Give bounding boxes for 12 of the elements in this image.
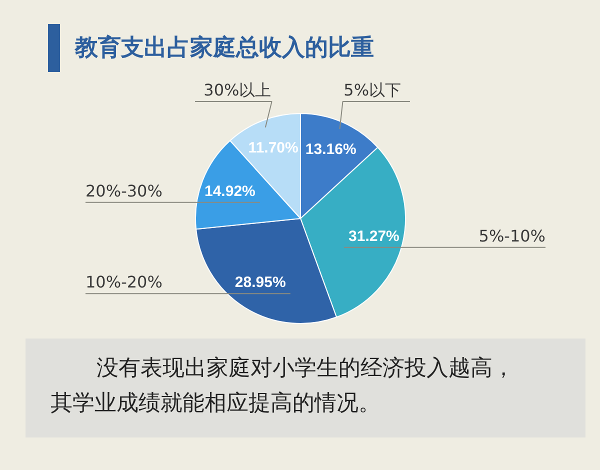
slice-label: 10%-20% (86, 272, 162, 292)
data-label: 28.95% (234, 274, 286, 292)
slice-label: 5%以下 (344, 80, 402, 100)
slice-label: 30%以上 (204, 80, 272, 100)
slice-label: 5%-10% (478, 226, 546, 246)
data-label: 31.27% (348, 228, 400, 245)
text: 没有表现出家庭对小学生的经济投入越高，其学业成绩就能相应提高的情况。 (50, 356, 514, 416)
data-label: 11.70% (248, 139, 298, 156)
chart-title: 教育支出占家庭总收入的比重 (75, 34, 374, 63)
data-label: 14.92% (204, 182, 256, 200)
slice-label: 20%-30% (86, 181, 162, 200)
data-label: 13.16% (305, 140, 356, 158)
